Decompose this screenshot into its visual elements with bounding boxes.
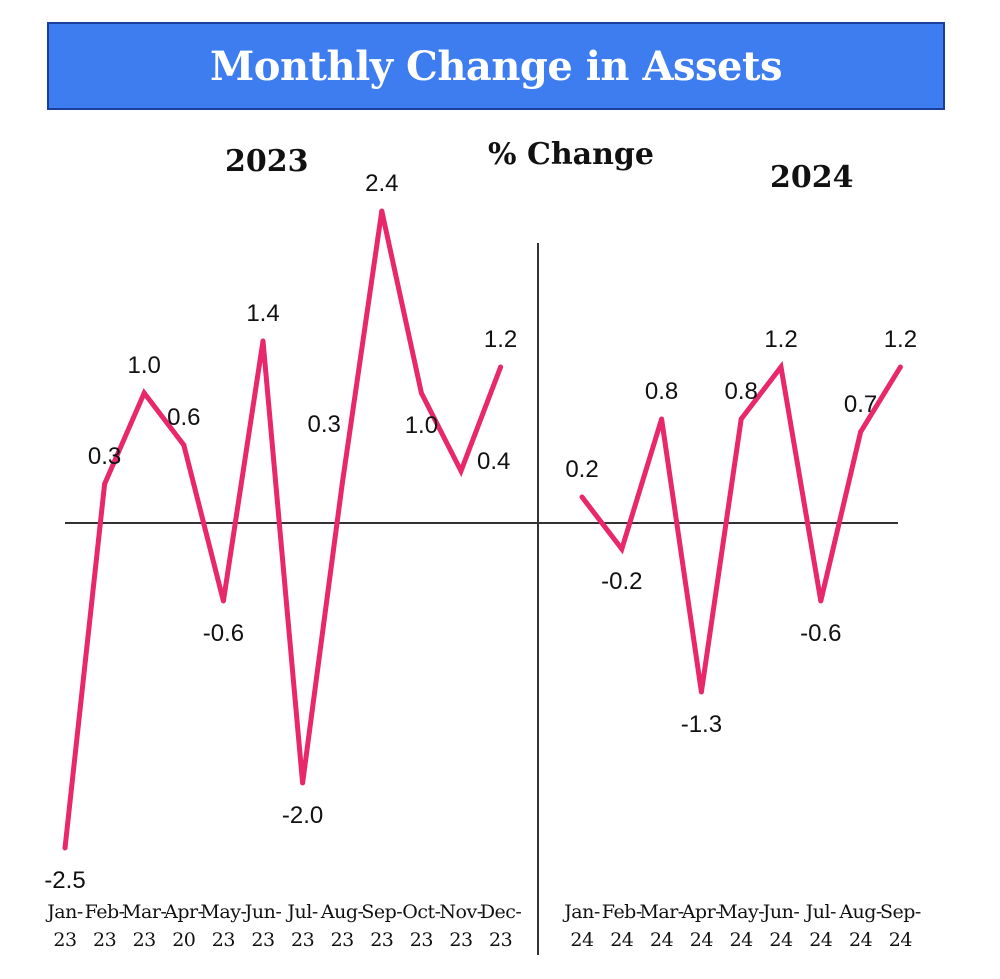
tick-label-2023-9-line1: Sep- bbox=[361, 901, 402, 923]
tick-label-2024-6-line1: Jun- bbox=[761, 901, 800, 923]
data-label-2023-12: 1.2 bbox=[484, 326, 517, 353]
data-label-2023-11: 0.4 bbox=[477, 448, 510, 475]
tick-label-2024-1-line2: 24 bbox=[570, 929, 594, 951]
tick-label-2023-10-line1: Oct- bbox=[402, 901, 440, 923]
data-label-2024-3: 0.8 bbox=[645, 378, 678, 405]
tick-label-2024-1-line1: Jan- bbox=[562, 901, 600, 923]
data-label-2024-2: -0.2 bbox=[601, 568, 642, 595]
data-point-2023-12 bbox=[498, 364, 504, 370]
tick-label-2024-7-line1: Jul- bbox=[804, 901, 836, 923]
tick-label-2023-4-line2: 20 bbox=[172, 929, 195, 951]
tick-label-2023-1-line2: 23 bbox=[53, 929, 76, 951]
data-label-2023-4: 0.6 bbox=[167, 404, 200, 431]
tick-label-2024-5-line1: May- bbox=[718, 901, 764, 923]
data-label-2023-7: -2.0 bbox=[282, 802, 323, 829]
data-point-2024-1 bbox=[579, 494, 585, 500]
data-label-2023-9: 2.4 bbox=[365, 170, 398, 197]
data-point-2024-5 bbox=[738, 416, 744, 422]
data-point-2024-7 bbox=[818, 598, 824, 604]
tick-label-2023-12-line2: 23 bbox=[489, 929, 512, 951]
tick-label-2024-3-line2: 24 bbox=[650, 929, 674, 951]
tick-label-2023-6-line1: Jun- bbox=[243, 901, 282, 923]
tick-label-2024-6-line2: 24 bbox=[769, 929, 793, 951]
data-label-2023-1: -2.5 bbox=[44, 867, 85, 894]
data-point-2024-8 bbox=[858, 429, 864, 435]
tick-label-2023-9-line2: 23 bbox=[370, 929, 393, 951]
data-point-2023-6 bbox=[260, 338, 266, 344]
data-point-2023-4 bbox=[181, 442, 187, 448]
tick-label-2023-5-line1: May- bbox=[200, 901, 246, 923]
data-label-2024-1: 0.2 bbox=[565, 456, 598, 483]
chart-title: Monthly Change in Assets bbox=[210, 42, 782, 90]
tick-label-2023-11-line2: 23 bbox=[449, 929, 472, 951]
tick-label-2023-4-line1: Apr- bbox=[163, 901, 203, 923]
data-label-2023-3: 1.0 bbox=[128, 352, 161, 379]
data-point-2023-7 bbox=[300, 780, 306, 786]
data-point-2023-5 bbox=[220, 598, 226, 604]
data-point-2024-2 bbox=[619, 546, 625, 552]
tick-label-2023-12-line1: Dec- bbox=[480, 901, 522, 923]
data-label-2024-5: 0.8 bbox=[725, 378, 758, 405]
tick-label-2024-9-line2: 24 bbox=[889, 929, 913, 951]
data-point-2024-9 bbox=[897, 364, 903, 370]
tick-label-2024-5-line2: 24 bbox=[730, 929, 754, 951]
tick-label-2023-2-line1: Feb- bbox=[85, 901, 125, 923]
tick-label-2024-4-line2: 24 bbox=[690, 929, 714, 951]
tick-label-2023-1-line1: Jan- bbox=[45, 901, 83, 923]
data-point-2023-10 bbox=[418, 390, 424, 396]
data-point-2024-6 bbox=[778, 364, 784, 370]
series-layer: -2.50.31.00.6-0.61.4-2.00.32.41.00.41.2J… bbox=[44, 170, 921, 951]
tick-label-2023-7-line2: 23 bbox=[291, 929, 314, 951]
data-point-2023-3 bbox=[141, 390, 147, 396]
data-point-2024-4 bbox=[698, 689, 704, 695]
tick-label-2023-8-line2: 23 bbox=[331, 929, 354, 951]
panel-label-2023: 2023 bbox=[225, 144, 309, 179]
tick-label-2024-8-line2: 24 bbox=[849, 929, 873, 951]
data-point-2023-2 bbox=[102, 481, 108, 487]
data-label-2023-5: -0.6 bbox=[203, 620, 244, 647]
tick-label-2024-8-line1: Aug- bbox=[838, 901, 882, 923]
tick-label-2023-10-line2: 23 bbox=[410, 929, 433, 951]
tick-label-2024-9-line1: Sep- bbox=[880, 901, 921, 923]
panel-label-2024: 2024 bbox=[770, 160, 854, 195]
data-label-2023-6: 1.4 bbox=[246, 300, 279, 327]
data-label-2024-7: -0.6 bbox=[800, 620, 841, 647]
tick-label-2024-7-line2: 24 bbox=[809, 929, 833, 951]
chart-title-banner: Monthly Change in Assets bbox=[47, 22, 945, 110]
tick-label-2023-3-line1: Mar- bbox=[122, 901, 166, 923]
tick-label-2023-8-line1: Aug- bbox=[320, 901, 364, 923]
tick-label-2023-3-line2: 23 bbox=[133, 929, 156, 951]
data-label-2024-4: -1.3 bbox=[681, 711, 722, 738]
data-point-2023-8 bbox=[339, 481, 345, 487]
y-axis-label: % Change bbox=[488, 137, 654, 172]
data-label-2023-10: 1.0 bbox=[405, 412, 438, 439]
data-label-2024-6: 1.2 bbox=[764, 326, 797, 353]
data-label-2023-2: 0.3 bbox=[88, 443, 121, 470]
tick-label-2024-4-line1: Apr- bbox=[681, 901, 721, 923]
tick-label-2023-2-line2: 23 bbox=[93, 929, 116, 951]
data-label-2023-8: 0.3 bbox=[308, 411, 341, 438]
tick-label-2024-3-line1: Mar- bbox=[639, 901, 683, 923]
tick-label-2023-6-line2: 23 bbox=[251, 929, 274, 951]
tick-label-2023-7-line1: Jul- bbox=[285, 901, 317, 923]
data-point-2024-3 bbox=[659, 416, 665, 422]
tick-label-2024-2-line1: Feb- bbox=[602, 901, 642, 923]
data-label-2024-8: 0.7 bbox=[844, 391, 877, 418]
data-point-2023-9 bbox=[379, 208, 385, 214]
data-point-2023-1 bbox=[62, 845, 68, 851]
data-point-2023-11 bbox=[458, 468, 464, 474]
series-line-2023 bbox=[62, 210, 503, 849]
tick-label-2023-5-line2: 23 bbox=[212, 929, 235, 951]
tick-label-2023-11-line1: Nov- bbox=[439, 901, 482, 923]
tick-label-2024-2-line2: 24 bbox=[610, 929, 634, 951]
data-label-2024-9: 1.2 bbox=[884, 326, 917, 353]
